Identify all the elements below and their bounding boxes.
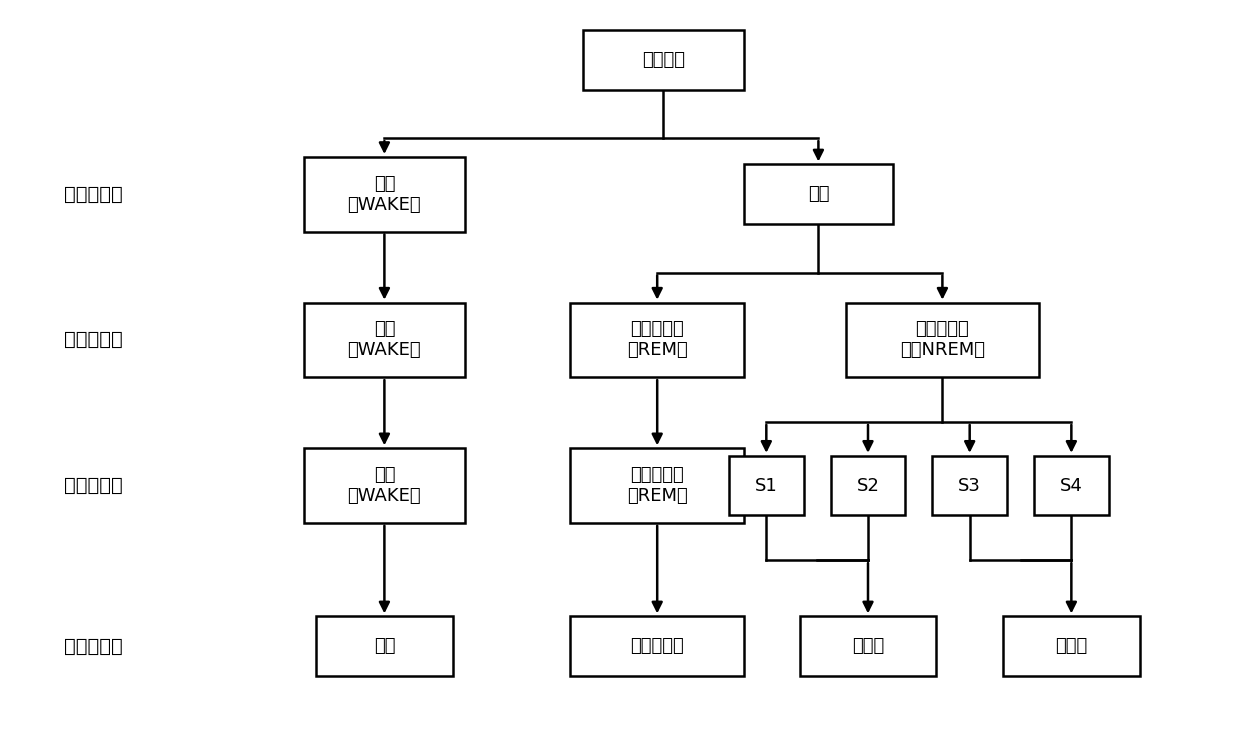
Text: 快速眼动期
（REM）: 快速眼动期 （REM） <box>627 320 687 359</box>
Text: 清醒
（WAKE）: 清醒 （WAKE） <box>347 466 422 505</box>
Text: 睡眠四分类: 睡眠四分类 <box>63 636 123 656</box>
Text: 睡眠分期: 睡眠分期 <box>642 51 684 69</box>
Text: 非快速眼动
期（NREM）: 非快速眼动 期（NREM） <box>900 320 985 359</box>
FancyBboxPatch shape <box>932 456 1007 515</box>
Text: S4: S4 <box>1060 477 1083 495</box>
Text: 快速眼动期: 快速眼动期 <box>630 637 684 655</box>
FancyBboxPatch shape <box>570 448 744 523</box>
FancyBboxPatch shape <box>583 30 744 90</box>
Text: 睡眠二分类: 睡眠二分类 <box>63 185 123 204</box>
Text: 睡眠三分类: 睡眠三分类 <box>63 330 123 350</box>
FancyBboxPatch shape <box>846 303 1039 377</box>
FancyBboxPatch shape <box>316 616 453 676</box>
Text: 睡眠: 睡眠 <box>807 185 830 203</box>
FancyBboxPatch shape <box>304 157 465 232</box>
Text: S2: S2 <box>857 477 879 495</box>
Text: 睡眠六分类: 睡眠六分类 <box>63 476 123 495</box>
FancyBboxPatch shape <box>831 456 905 515</box>
FancyBboxPatch shape <box>570 303 744 377</box>
Text: S3: S3 <box>959 477 981 495</box>
FancyBboxPatch shape <box>729 456 804 515</box>
FancyBboxPatch shape <box>570 616 744 676</box>
Text: 清醒
（WAKE）: 清醒 （WAKE） <box>347 175 422 214</box>
FancyBboxPatch shape <box>1034 456 1109 515</box>
FancyBboxPatch shape <box>304 448 465 523</box>
FancyBboxPatch shape <box>304 303 465 377</box>
FancyBboxPatch shape <box>1003 616 1140 676</box>
Text: 清醒
（WAKE）: 清醒 （WAKE） <box>347 320 422 359</box>
FancyBboxPatch shape <box>800 616 936 676</box>
FancyBboxPatch shape <box>744 164 893 224</box>
Text: 深睡眠: 深睡眠 <box>1055 637 1087 655</box>
Text: 浅睡眠: 浅睡眠 <box>852 637 884 655</box>
Text: 快速眼动期
（REM）: 快速眼动期 （REM） <box>627 466 687 505</box>
Text: 清醒: 清醒 <box>373 637 396 655</box>
Text: S1: S1 <box>755 477 777 495</box>
